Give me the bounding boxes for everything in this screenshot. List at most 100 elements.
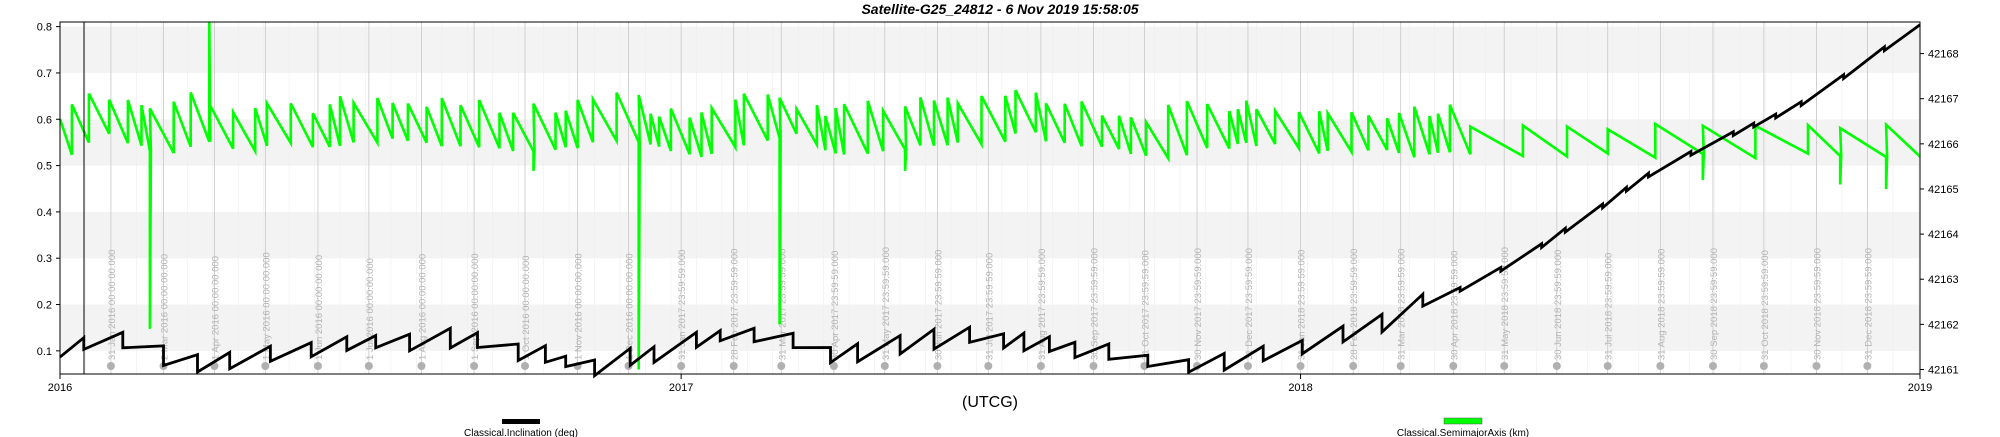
- event-label: 31 Jan 2017 23:59:59.000: [677, 250, 688, 360]
- x-tick-label: 2016: [48, 382, 72, 394]
- event-label: 31 May 2018 23:59:59.000: [1500, 247, 1511, 360]
- event-label: 31 Jan 2018 23:59:59.000: [1297, 250, 1308, 360]
- left-tick-label: 0.4: [37, 207, 52, 219]
- event-dot: [470, 362, 479, 370]
- left-axis: 0.1 0.2 0.3 0.4 0.5 0.6 0.7 0.8: [37, 22, 60, 358]
- event-dot: [1759, 362, 1768, 370]
- event-dot: [1552, 362, 1561, 370]
- right-axis: 42161 42162 42163 42164 42165 42166 42167 42168: [1920, 49, 1959, 376]
- legend-swatch-inclination: [502, 419, 540, 424]
- x-axis-label: (UTCG): [962, 394, 1018, 411]
- event-label: 1 May 2016 00:00:00.000: [261, 252, 272, 360]
- series-semimajor-axis-line: [58, 21, 1921, 370]
- event-dot: [417, 362, 426, 370]
- event-dot: [1036, 362, 1045, 370]
- event-label: 31 Aug 2017 23:59:59.000: [1037, 249, 1048, 360]
- event-label: 28 Feb 2018 23:59:59.000: [1349, 249, 1360, 360]
- event-label: 1 Jun 2016 00:00:00.000: [314, 255, 325, 360]
- event-dot: [1349, 362, 1358, 370]
- event-dot: [1656, 362, 1665, 370]
- legend-label-inclination: Classical.Inclination (deg): [464, 428, 578, 437]
- event-label: 30 Jun 2018 23:59:59.000: [1553, 250, 1564, 360]
- chart-title: Satellite-G25_24812 - 6 Nov 2019 15:58:0…: [861, 1, 1138, 17]
- event-label: 31 Mar 2018 23:59:59.000: [1397, 249, 1408, 360]
- event-dot: [880, 362, 889, 370]
- left-tick-label: 0.3: [37, 253, 52, 265]
- event-label: 31 Dec 2018 23:59:59.000: [1863, 248, 1874, 360]
- event-markers: 31 Jan 2016 00:00:00.000 2 Mar 2016 00:00…: [106, 22, 1874, 374]
- event-dot: [984, 362, 993, 370]
- plot-frame: [59, 21, 1921, 375]
- event-label: 31 Jul 2018 23:59:59.000: [1604, 253, 1615, 360]
- grid-band: [60, 165, 1920, 212]
- left-tick-label: 0.5: [37, 161, 52, 173]
- x-tick-label: 2018: [1288, 382, 1312, 394]
- event-dot: [1863, 362, 1872, 370]
- grid-band: [60, 258, 1920, 305]
- event-dot: [777, 362, 786, 370]
- event-label: 1 Jul 2016 00:00:00.000: [365, 258, 376, 360]
- grid-band: [60, 26, 1920, 73]
- event-label: 31 Oct 2018 23:59:59.000: [1760, 250, 1771, 360]
- event-dot: [1296, 362, 1305, 370]
- right-tick-label: 42166: [1928, 139, 1959, 151]
- event-dot: [261, 362, 270, 370]
- event-label: 28 Feb 2017 23:59:59.000: [730, 249, 741, 360]
- event-dot: [1603, 362, 1612, 370]
- event-label: 1 Aug 2016 00:00:00.000: [417, 254, 428, 360]
- right-tick-label: 42165: [1928, 184, 1959, 196]
- event-label: 30 Nov 2018 23:59:59.000: [1812, 248, 1823, 360]
- left-tick-label: 0.8: [37, 22, 52, 34]
- event-label: 30 Sep 2017 23:59:59.000: [1090, 248, 1101, 360]
- series-inclination-line: [59, 23, 1921, 379]
- right-tick-label: 42161: [1928, 364, 1959, 376]
- right-tick-label: 42162: [1928, 319, 1959, 331]
- event-label: 31 Jan 2016 00:00:00.000: [107, 250, 118, 360]
- event-label: 1 Oct 2016 00:00:00.000: [521, 255, 532, 360]
- event-label: 31 Mar 2017 23:59:59.000: [777, 249, 788, 360]
- event-label: 2 Mar 2016 00:00:00.000: [160, 254, 171, 360]
- grid-band: [60, 211, 1920, 259]
- event-dot: [933, 362, 942, 370]
- legend-swatch-semimajor: [1443, 417, 1483, 425]
- left-tick-label: 0.1: [37, 346, 52, 358]
- grid-bands: [60, 22, 1920, 374]
- event-dot: [1089, 362, 1098, 370]
- series-layer: [58, 21, 1921, 379]
- event-label: 31 Aug 2018 23:59:59.000: [1656, 249, 1667, 360]
- right-tick-label: 42167: [1928, 94, 1959, 106]
- event-label: 31 Dec 2017 23:59:59.000: [1244, 248, 1255, 360]
- event-label: 31 Oct 2017 23:59:59.000: [1140, 250, 1151, 360]
- event-dot: [1500, 362, 1509, 370]
- event-dot: [521, 362, 529, 370]
- x-tick-label: 2019: [1908, 382, 1932, 394]
- left-tick-label: 0.2: [37, 300, 52, 312]
- event-label: 30 Apr 2018 23:59:59.000: [1449, 251, 1460, 360]
- grid-band: [60, 119, 1920, 166]
- event-label: 30 Nov 2017 23:59:59.000: [1193, 248, 1204, 360]
- event-dot: [677, 362, 686, 370]
- event-dot: [106, 362, 115, 370]
- event-label: 30 Sep 2018 23:59:59.000: [1709, 248, 1720, 360]
- left-tick-label: 0.6: [37, 114, 52, 126]
- event-dot: [364, 362, 373, 370]
- legend: Classical.Inclination (deg) Classical.Se…: [464, 417, 1529, 437]
- event-label: 30 Apr 2017 23:59:59.000: [830, 251, 841, 360]
- event-label: 30 Jun 2017 23:59:59.000: [933, 250, 944, 360]
- right-tick-label: 42164: [1928, 229, 1959, 241]
- event-dot: [829, 362, 838, 370]
- right-tick-label: 42168: [1928, 49, 1959, 61]
- event-dot: [313, 362, 322, 370]
- event-label: 1 Apr 2016 00:00:00.000: [210, 256, 221, 360]
- event-dot: [1812, 362, 1821, 370]
- grid-band: [60, 22, 1920, 27]
- event-dot: [1243, 362, 1252, 370]
- legend-label-semimajor: Classical.SemimajorAxis (km): [1397, 428, 1529, 437]
- event-dot: [1708, 362, 1717, 370]
- event-dot: [1396, 362, 1405, 370]
- right-tick-label: 42163: [1928, 274, 1959, 286]
- event-dot: [1449, 362, 1458, 370]
- x-axis: 2016 2017 2018 2019: [48, 374, 1932, 394]
- event-label: 1 Nov 2016 00:00:00.000: [574, 253, 585, 360]
